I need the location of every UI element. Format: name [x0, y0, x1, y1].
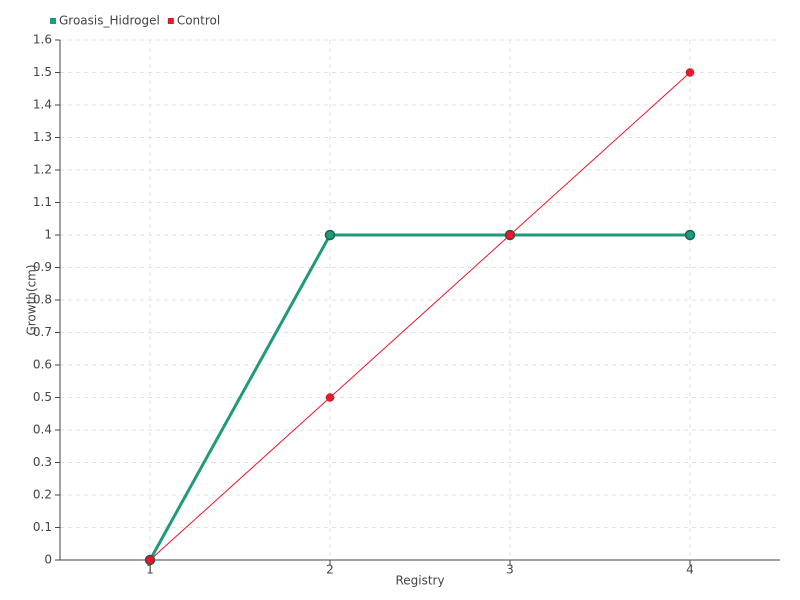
- y-tick-label: 0.2: [33, 488, 52, 502]
- y-tick-label: 0.8: [33, 293, 52, 307]
- y-tick-label: 1.2: [33, 163, 52, 177]
- x-axis-label: Registry: [395, 574, 444, 588]
- y-tick-label: 0.4: [33, 423, 52, 437]
- y-tick-label: 1.5: [33, 65, 52, 79]
- y-tick-label: 0.3: [33, 455, 52, 469]
- y-tick-label: 1.4: [33, 98, 52, 112]
- legend-swatch: [50, 18, 56, 24]
- legend-swatch: [167, 18, 174, 24]
- data-point: [685, 68, 695, 77]
- series-line: [148, 233, 690, 561]
- y-tick-label: 1.3: [33, 130, 52, 144]
- data-point: [324, 229, 336, 241]
- x-tick-label: 3: [506, 563, 514, 577]
- x-tick-label: 4: [686, 563, 694, 577]
- y-tick-label: 1: [44, 228, 52, 242]
- x-tick-label: 1: [146, 563, 154, 577]
- x-tick-label: 2: [326, 563, 334, 577]
- series-line: [149, 72, 691, 561]
- data-point: [145, 555, 155, 565]
- data-point: [684, 229, 696, 241]
- y-tick-label: 0: [44, 553, 52, 567]
- data-point: [325, 393, 335, 402]
- y-tick-label: 0.6: [33, 358, 52, 372]
- y-tick-label: 0.7: [33, 325, 52, 339]
- y-tick-label: 0.5: [33, 390, 52, 404]
- y-tick-label: 0.1: [33, 520, 52, 534]
- legend-label: Control: [177, 14, 220, 28]
- legend-label: Groasis_Hidrogel: [59, 14, 160, 28]
- y-tick-label: 1.6: [33, 33, 52, 47]
- y-tick-label: 0.9: [33, 260, 52, 274]
- y-axis-label: Growth(cm): [25, 264, 39, 335]
- y-tick-label: 1.1: [33, 195, 52, 209]
- data-point: [505, 230, 515, 240]
